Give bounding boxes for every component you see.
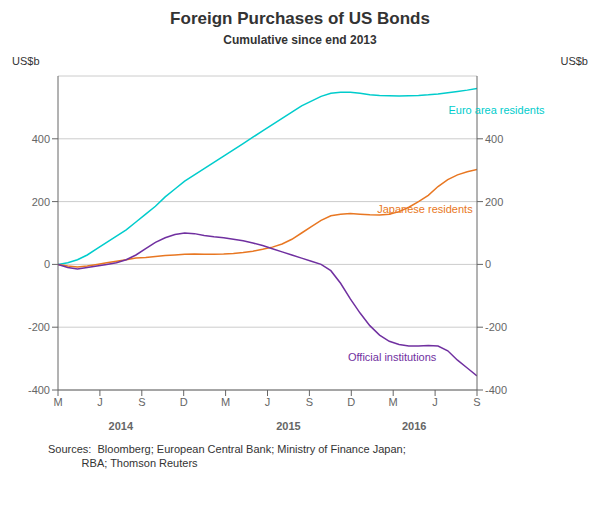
svg-text:M: M <box>53 396 62 408</box>
svg-text:M: M <box>221 396 230 408</box>
html-text:Sources: Bloomberg; European C: Sources: Bloomberg; European Central Ban… <box>48 443 406 469</box>
svg-text:D: D <box>180 396 188 408</box>
svg-text:D: D <box>347 396 355 408</box>
svg-text:2014: 2014 <box>109 420 134 432</box>
svg-text:-400: -400 <box>28 384 50 396</box>
html-text:US$b: US$b <box>12 55 40 67</box>
html-text:Cumulative since end 2013: Cumulative since end 2013 <box>223 33 377 47</box>
svg-text:Official institutions: Official institutions <box>348 351 437 363</box>
svg-text:J: J <box>432 396 438 408</box>
svg-text:2015: 2015 <box>276 420 300 432</box>
svg-text:-200: -200 <box>485 321 507 333</box>
svg-text:S: S <box>473 396 480 408</box>
svg-text:S: S <box>306 396 313 408</box>
svg-text:Euro area residents: Euro area residents <box>448 104 544 116</box>
svg-text:M: M <box>389 396 398 408</box>
svg-text:400: 400 <box>485 133 503 145</box>
html-text:Foreign Purchases of US Bonds: Foreign Purchases of US Bonds <box>170 9 430 28</box>
svg-text:S: S <box>138 396 145 408</box>
svg-text:0: 0 <box>485 258 491 270</box>
svg-text:200: 200 <box>32 196 50 208</box>
svg-text:J: J <box>265 396 271 408</box>
svg-text:0: 0 <box>44 258 50 270</box>
svg-text:400: 400 <box>32 133 50 145</box>
svg-text:-200: -200 <box>28 321 50 333</box>
svg-text:J: J <box>97 396 103 408</box>
html-text:US$b: US$b <box>560 55 588 67</box>
svg-text:Japanese residents: Japanese residents <box>377 203 473 215</box>
svg-text:2016: 2016 <box>402 420 426 432</box>
svg-text:-400: -400 <box>485 384 507 396</box>
svg-text:200: 200 <box>485 196 503 208</box>
